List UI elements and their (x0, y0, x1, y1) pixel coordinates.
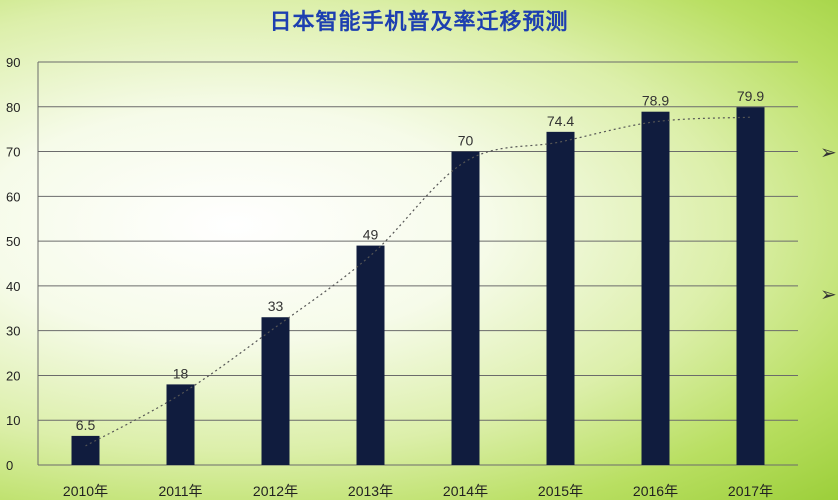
bar (356, 245, 385, 465)
data-label: 6.5 (76, 417, 96, 433)
value-labels: 6.5 18 33 49 70 74.4 78.9 79.9 (76, 88, 765, 433)
bar (546, 131, 575, 465)
x-category-label: 2015年 (538, 483, 583, 499)
bar (166, 384, 195, 465)
x-category-label: 2014年 (443, 483, 488, 499)
y-tick-label: 50 (6, 234, 20, 249)
side-marker-1: ➢ (820, 140, 837, 164)
bar (641, 111, 670, 465)
x-category-label: 2017年 (728, 483, 773, 499)
y-axis-ticks: 0 10 20 30 40 50 60 70 80 90 (6, 55, 20, 473)
chart-title: 日本智能手机普及率迁移预测 (269, 10, 569, 35)
data-label: 49 (363, 227, 379, 243)
y-tick-label: 30 (6, 324, 20, 339)
x-axis-categories: 2010年 2011年 2012年 2013年 2014年 2015年 2016年 2017年 (63, 483, 773, 499)
bar (261, 317, 290, 465)
y-tick-label: 70 (6, 145, 20, 160)
trend-line-group (85, 116, 751, 447)
data-label: 33 (268, 298, 284, 314)
x-category-label: 2011年 (158, 483, 202, 499)
side-marker-2: ➢ (820, 282, 837, 306)
y-tick-label: 90 (6, 55, 20, 70)
bars (71, 107, 765, 466)
trend-line (85, 116, 751, 447)
y-tick-label: 40 (6, 279, 20, 294)
y-tick-label: 0 (6, 458, 13, 473)
x-category-label: 2013年 (348, 483, 393, 499)
x-category-label: 2016年 (633, 483, 678, 499)
data-label: 78.9 (642, 93, 669, 109)
bar (451, 151, 480, 466)
y-tick-label: 60 (6, 189, 20, 204)
bar (736, 107, 765, 465)
y-tick-label: 10 (6, 413, 20, 428)
x-category-label: 2010年 (63, 483, 108, 499)
x-category-label: 2012年 (253, 483, 298, 499)
y-tick-label: 20 (6, 368, 20, 383)
data-label: 74.4 (547, 113, 574, 129)
data-label: 79.9 (737, 88, 764, 104)
data-label: 70 (458, 133, 474, 149)
data-label: 18 (173, 365, 189, 381)
y-tick-label: 80 (6, 100, 20, 115)
grid-lines (37, 61, 798, 466)
